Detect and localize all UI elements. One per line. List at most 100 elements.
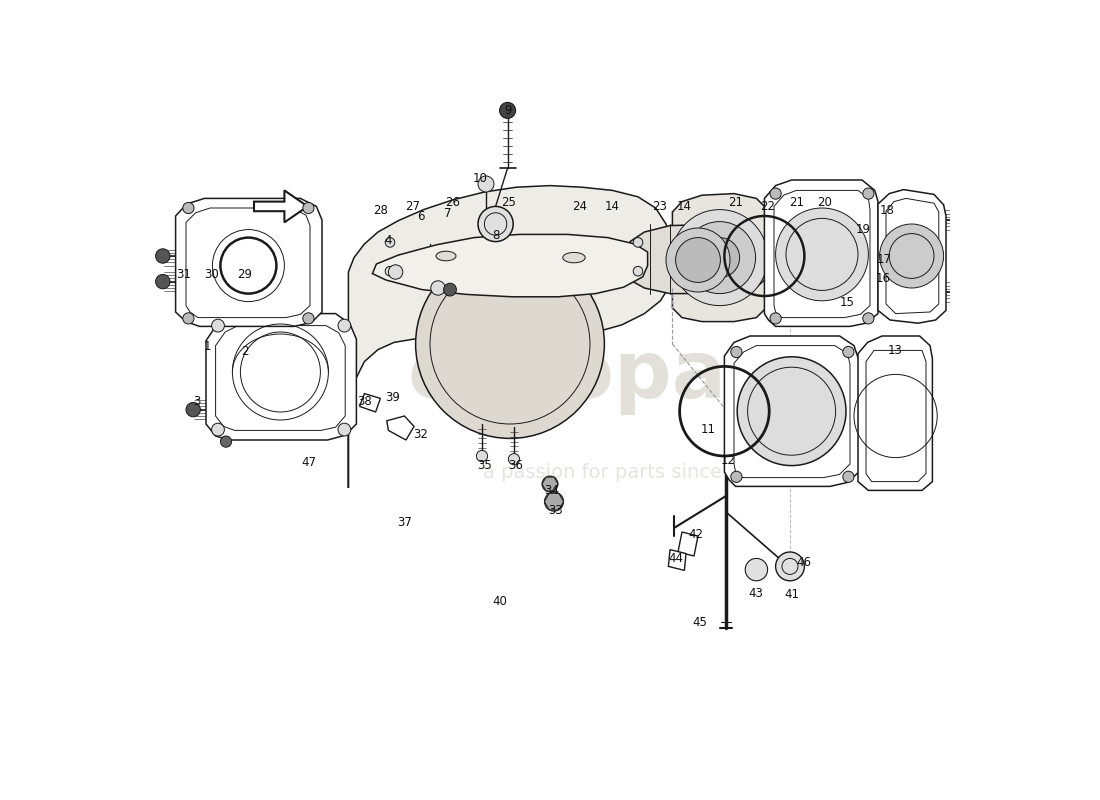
- Circle shape: [416, 250, 604, 438]
- Circle shape: [431, 281, 446, 295]
- Circle shape: [508, 454, 519, 465]
- Polygon shape: [254, 190, 308, 222]
- Circle shape: [737, 357, 846, 466]
- Polygon shape: [878, 190, 946, 323]
- Circle shape: [880, 224, 944, 288]
- Circle shape: [843, 471, 854, 482]
- Circle shape: [385, 266, 395, 276]
- Polygon shape: [176, 198, 322, 326]
- Text: 19: 19: [856, 223, 871, 236]
- Text: 37: 37: [397, 516, 411, 529]
- Circle shape: [956, 213, 970, 227]
- Circle shape: [730, 346, 743, 358]
- Circle shape: [956, 285, 970, 299]
- Text: 2: 2: [241, 346, 249, 358]
- Text: 24: 24: [572, 200, 587, 213]
- Polygon shape: [206, 314, 356, 440]
- Circle shape: [302, 313, 313, 324]
- Polygon shape: [678, 532, 698, 556]
- Circle shape: [634, 266, 642, 276]
- Circle shape: [745, 558, 768, 581]
- Circle shape: [476, 450, 487, 462]
- Circle shape: [683, 222, 756, 294]
- Text: 39: 39: [385, 391, 399, 404]
- Text: 36: 36: [508, 459, 522, 472]
- Circle shape: [666, 228, 730, 292]
- Polygon shape: [669, 550, 686, 570]
- Text: 18: 18: [880, 204, 895, 217]
- Text: 20: 20: [817, 196, 832, 209]
- Text: 38: 38: [358, 395, 372, 408]
- Circle shape: [385, 238, 395, 247]
- Text: 23: 23: [652, 200, 667, 213]
- Polygon shape: [544, 494, 563, 510]
- Text: 28: 28: [373, 204, 388, 217]
- Text: 47: 47: [301, 456, 316, 469]
- Circle shape: [478, 176, 494, 192]
- Circle shape: [770, 188, 781, 199]
- Text: 43: 43: [748, 587, 763, 600]
- Circle shape: [700, 238, 739, 278]
- Text: 46: 46: [796, 556, 811, 569]
- Polygon shape: [373, 234, 648, 297]
- Circle shape: [186, 402, 200, 417]
- Text: 13: 13: [888, 344, 903, 357]
- Text: 4: 4: [385, 234, 392, 247]
- Circle shape: [499, 102, 516, 118]
- Text: 14: 14: [676, 200, 692, 213]
- Text: 1: 1: [204, 340, 211, 353]
- Text: 8: 8: [492, 229, 499, 242]
- Text: 41: 41: [784, 588, 799, 601]
- Text: 34: 34: [544, 484, 559, 497]
- Circle shape: [862, 313, 874, 324]
- Circle shape: [220, 436, 232, 447]
- Circle shape: [302, 202, 313, 214]
- Polygon shape: [387, 416, 414, 440]
- Circle shape: [770, 313, 781, 324]
- Circle shape: [862, 188, 874, 199]
- Circle shape: [776, 208, 868, 301]
- Text: 21: 21: [728, 196, 744, 209]
- Circle shape: [672, 210, 768, 306]
- Polygon shape: [672, 194, 766, 322]
- Text: 35: 35: [477, 459, 492, 472]
- Polygon shape: [542, 477, 558, 491]
- Text: 15: 15: [840, 296, 855, 309]
- Text: 25: 25: [500, 196, 516, 209]
- Text: 42: 42: [689, 528, 703, 541]
- Text: 26: 26: [444, 196, 460, 209]
- Text: 6: 6: [417, 210, 425, 223]
- Text: 7: 7: [444, 207, 451, 220]
- Circle shape: [478, 206, 514, 242]
- Circle shape: [183, 313, 194, 324]
- Text: 33: 33: [548, 504, 563, 517]
- Text: 27: 27: [405, 200, 420, 213]
- Text: a passion for parts since 1985: a passion for parts since 1985: [483, 462, 778, 482]
- Text: 9: 9: [504, 104, 512, 117]
- Circle shape: [338, 319, 351, 332]
- Text: 14: 14: [605, 200, 620, 213]
- Circle shape: [675, 238, 720, 282]
- Text: 3: 3: [192, 395, 200, 408]
- Polygon shape: [725, 336, 859, 486]
- Text: 32: 32: [412, 428, 428, 441]
- Text: 22: 22: [760, 200, 775, 213]
- Text: 11: 11: [701, 423, 716, 436]
- Text: 29: 29: [236, 268, 252, 281]
- Text: 17: 17: [877, 253, 892, 266]
- Polygon shape: [349, 186, 672, 488]
- Text: 16: 16: [876, 272, 890, 285]
- Polygon shape: [764, 180, 878, 326]
- Circle shape: [542, 476, 558, 492]
- Circle shape: [183, 202, 194, 214]
- Circle shape: [634, 238, 642, 247]
- Text: 21: 21: [789, 196, 804, 209]
- Text: 10: 10: [473, 172, 487, 185]
- Text: 12: 12: [720, 454, 736, 466]
- Polygon shape: [360, 394, 381, 412]
- Circle shape: [155, 274, 170, 289]
- Circle shape: [155, 249, 170, 263]
- Circle shape: [211, 319, 224, 332]
- Text: 30: 30: [205, 268, 219, 281]
- Ellipse shape: [563, 252, 585, 262]
